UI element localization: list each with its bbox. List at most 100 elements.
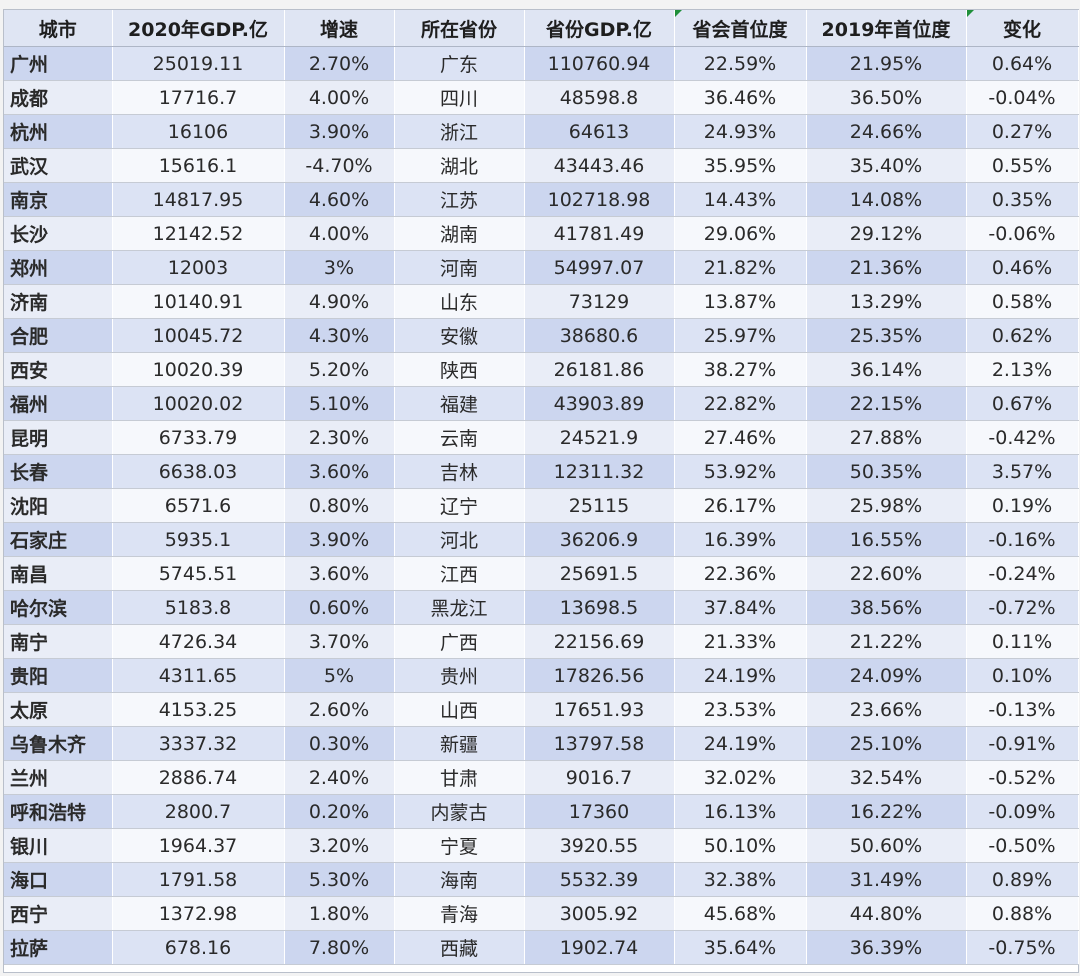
cell-gdp-2020[interactable]: 10140.91	[112, 284, 285, 319]
header-change[interactable]: 变化	[966, 10, 1079, 47]
cell-primacy[interactable]: 36.46%	[674, 80, 807, 115]
cell-growth[interactable]: 4.60%	[284, 182, 395, 217]
cell-change[interactable]: 0.19%	[966, 488, 1079, 523]
cell-province[interactable]: 浙江	[394, 114, 525, 149]
cell-primacy-2019[interactable]: 36.14%	[806, 352, 967, 387]
cell-province-gdp[interactable]: 73129	[524, 284, 675, 319]
cell-change[interactable]: 3.57%	[966, 454, 1079, 489]
cell-province-gdp[interactable]: 13797.58	[524, 726, 675, 761]
cell-growth[interactable]: 3.60%	[284, 454, 395, 489]
cell-change[interactable]: 0.10%	[966, 658, 1079, 693]
cell-province[interactable]: 广东	[394, 46, 525, 81]
cell-primacy[interactable]: 32.38%	[674, 862, 807, 897]
cell-primacy[interactable]: 16.39%	[674, 522, 807, 557]
cell-change[interactable]: 0.58%	[966, 284, 1079, 319]
cell-city[interactable]: 武汉	[4, 148, 113, 183]
cell-growth[interactable]: 0.80%	[284, 488, 395, 523]
cell-gdp-2020[interactable]: 12003	[112, 250, 285, 285]
cell-primacy[interactable]: 29.06%	[674, 216, 807, 251]
cell-province[interactable]: 湖南	[394, 216, 525, 251]
cell-growth[interactable]: 5%	[284, 658, 395, 693]
cell-gdp-2020[interactable]: 14817.95	[112, 182, 285, 217]
cell-city[interactable]: 广州	[4, 46, 113, 81]
cell-primacy[interactable]: 24.93%	[674, 114, 807, 149]
cell-city[interactable]: 海口	[4, 862, 113, 897]
header-growth[interactable]: 增速	[284, 10, 395, 47]
cell-gdp-2020[interactable]: 5935.1	[112, 522, 285, 557]
cell-primacy[interactable]: 14.43%	[674, 182, 807, 217]
cell-growth[interactable]: 4.30%	[284, 318, 395, 353]
cell-growth[interactable]: 3.90%	[284, 114, 395, 149]
cell-city[interactable]: 太原	[4, 692, 113, 727]
cell-change[interactable]: 0.89%	[966, 862, 1079, 897]
cell-primacy-2019[interactable]: 21.95%	[806, 46, 967, 81]
cell-city[interactable]: 长沙	[4, 216, 113, 251]
cell-province[interactable]: 内蒙古	[394, 794, 525, 829]
cell-primacy-2019[interactable]: 35.40%	[806, 148, 967, 183]
cell-change[interactable]: 0.67%	[966, 386, 1079, 421]
cell-city[interactable]: 乌鲁木齐	[4, 726, 113, 761]
cell-province-gdp[interactable]: 3005.92	[524, 896, 675, 931]
cell-city[interactable]: 杭州	[4, 114, 113, 149]
cell-growth[interactable]: 2.40%	[284, 760, 395, 795]
cell-primacy-2019[interactable]: 16.55%	[806, 522, 967, 557]
cell-city[interactable]: 福州	[4, 386, 113, 421]
cell-province[interactable]: 河北	[394, 522, 525, 557]
cell-growth[interactable]: 4.90%	[284, 284, 395, 319]
cell-growth[interactable]: 0.20%	[284, 794, 395, 829]
cell-growth[interactable]: 0.30%	[284, 726, 395, 761]
cell-primacy-2019[interactable]: 14.08%	[806, 182, 967, 217]
cell-change[interactable]: -0.75%	[966, 930, 1079, 965]
cell-primacy-2019[interactable]: 24.66%	[806, 114, 967, 149]
cell-province-gdp[interactable]: 17360	[524, 794, 675, 829]
cell-growth[interactable]: 3.70%	[284, 624, 395, 659]
cell-city[interactable]: 西宁	[4, 896, 113, 931]
cell-change[interactable]: 0.27%	[966, 114, 1079, 149]
cell-province-gdp[interactable]: 5532.39	[524, 862, 675, 897]
cell-province[interactable]: 陕西	[394, 352, 525, 387]
cell-gdp-2020[interactable]: 2800.7	[112, 794, 285, 829]
cell-growth[interactable]: 2.30%	[284, 420, 395, 455]
cell-growth[interactable]: 1.80%	[284, 896, 395, 931]
cell-province-gdp[interactable]: 110760.94	[524, 46, 675, 81]
header-city[interactable]: 城市	[4, 10, 113, 47]
cell-change[interactable]: -0.13%	[966, 692, 1079, 727]
cell-province[interactable]: 湖北	[394, 148, 525, 183]
cell-change[interactable]: -0.52%	[966, 760, 1079, 795]
cell-primacy-2019[interactable]: 25.35%	[806, 318, 967, 353]
cell-province[interactable]: 黑龙江	[394, 590, 525, 625]
cell-province[interactable]: 辽宁	[394, 488, 525, 523]
cell-province-gdp[interactable]: 26181.86	[524, 352, 675, 387]
cell-gdp-2020[interactable]: 15616.1	[112, 148, 285, 183]
cell-province-gdp[interactable]: 17826.56	[524, 658, 675, 693]
cell-province[interactable]: 贵州	[394, 658, 525, 693]
cell-city[interactable]: 沈阳	[4, 488, 113, 523]
cell-primacy[interactable]: 21.82%	[674, 250, 807, 285]
cell-city[interactable]: 成都	[4, 80, 113, 115]
cell-growth[interactable]: 3.90%	[284, 522, 395, 557]
cell-gdp-2020[interactable]: 3337.32	[112, 726, 285, 761]
cell-change[interactable]: -0.42%	[966, 420, 1079, 455]
cell-growth[interactable]: 2.70%	[284, 46, 395, 81]
cell-province[interactable]: 安徽	[394, 318, 525, 353]
cell-change[interactable]: 0.64%	[966, 46, 1079, 81]
cell-primacy-2019[interactable]: 16.22%	[806, 794, 967, 829]
cell-province[interactable]: 宁夏	[394, 828, 525, 863]
cell-growth[interactable]: 7.80%	[284, 930, 395, 965]
cell-primacy-2019[interactable]: 25.98%	[806, 488, 967, 523]
cell-city[interactable]: 南京	[4, 182, 113, 217]
cell-primacy[interactable]: 24.19%	[674, 658, 807, 693]
cell-province-gdp[interactable]: 48598.8	[524, 80, 675, 115]
cell-primacy[interactable]: 45.68%	[674, 896, 807, 931]
cell-growth[interactable]: 4.00%	[284, 216, 395, 251]
cell-province-gdp[interactable]: 102718.98	[524, 182, 675, 217]
cell-province-gdp[interactable]: 17651.93	[524, 692, 675, 727]
cell-city[interactable]: 贵阳	[4, 658, 113, 693]
cell-primacy-2019[interactable]: 36.39%	[806, 930, 967, 965]
cell-province[interactable]: 山西	[394, 692, 525, 727]
cell-city[interactable]: 长春	[4, 454, 113, 489]
cell-gdp-2020[interactable]: 6733.79	[112, 420, 285, 455]
cell-province[interactable]: 江西	[394, 556, 525, 591]
cell-province-gdp[interactable]: 3920.55	[524, 828, 675, 863]
cell-province-gdp[interactable]: 12311.32	[524, 454, 675, 489]
